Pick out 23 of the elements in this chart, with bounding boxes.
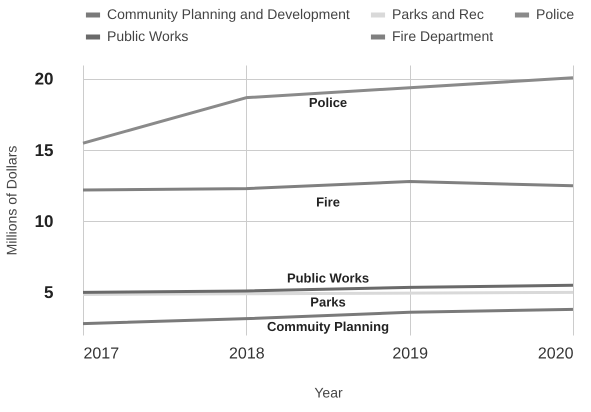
x-tick-label: 2018 (229, 346, 265, 362)
annotation: Police (308, 94, 348, 110)
legend-label: Community Planning and Development (107, 6, 350, 22)
x-tick-label: 2020 (538, 346, 574, 362)
x-tick-label: 2019 (392, 346, 428, 362)
legend-label: Parks and Rec (392, 6, 484, 22)
y-axis-title: Millions of Dollars (4, 146, 20, 256)
annotation: Parks (310, 294, 346, 310)
legend-label: Public Works (107, 28, 188, 44)
annotation: Public Works (286, 270, 370, 286)
y-tick-label: 10 (34, 212, 54, 231)
annotation: Fire (316, 194, 340, 210)
y-tick-label: 5 (44, 282, 54, 302)
legend-label: Fire Department (392, 28, 494, 44)
x-axis-title: Year (314, 384, 343, 400)
y-tick-label: 15 (34, 140, 54, 160)
x-tick-label: 2017 (84, 346, 120, 362)
annotation: Commuity Planning (266, 318, 390, 334)
line-series (82, 76, 574, 145)
line-series (82, 180, 574, 192)
legend-label: Police (536, 6, 574, 22)
line-series (82, 284, 574, 294)
y-tick-label: 20 (34, 70, 54, 89)
